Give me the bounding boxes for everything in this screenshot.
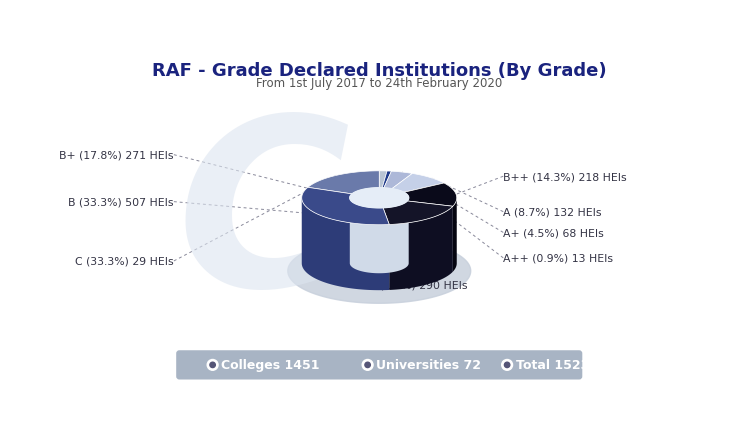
Text: Universities 72: Universities 72 [376, 359, 481, 372]
Circle shape [365, 362, 370, 368]
Text: A++ (0.9%) 13 HEIs: A++ (0.9%) 13 HEIs [503, 253, 613, 263]
Polygon shape [453, 198, 457, 272]
Polygon shape [288, 239, 471, 304]
Text: B++ (14.3%) 218 HEIs: B++ (14.3%) 218 HEIs [503, 172, 627, 182]
Polygon shape [302, 198, 389, 291]
Polygon shape [350, 198, 408, 273]
Text: C: C [176, 108, 349, 335]
Text: Colleges 1451: Colleges 1451 [221, 359, 320, 372]
Polygon shape [346, 259, 413, 284]
Circle shape [362, 359, 373, 370]
Text: RAF - Grade Declared Institutions (By Grade): RAF - Grade Declared Institutions (By Gr… [152, 61, 607, 80]
Polygon shape [302, 188, 389, 225]
Text: A (8.7%) 132 HEIs: A (8.7%) 132 HEIs [503, 207, 602, 217]
FancyBboxPatch shape [176, 350, 582, 380]
Text: B+ (17.8%) 271 HEIs: B+ (17.8%) 271 HEIs [59, 150, 174, 160]
Text: From 1st July 2017 to 24th February 2020: From 1st July 2017 to 24th February 2020 [256, 77, 502, 90]
Circle shape [207, 359, 218, 370]
Circle shape [210, 362, 215, 368]
Text: D (1.6%) 290 HEIs: D (1.6%) 290 HEIs [368, 280, 467, 289]
Polygon shape [384, 172, 412, 189]
Text: A+ (4.5%) 68 HEIs: A+ (4.5%) 68 HEIs [503, 228, 604, 238]
Circle shape [505, 362, 510, 368]
Polygon shape [391, 174, 444, 193]
Circle shape [502, 359, 513, 370]
Polygon shape [389, 207, 453, 290]
Text: Total 1523: Total 1523 [516, 359, 589, 372]
Polygon shape [383, 202, 453, 225]
Polygon shape [383, 172, 391, 188]
Polygon shape [350, 188, 408, 208]
Text: C (33.3%) 29 HEIs: C (33.3%) 29 HEIs [75, 256, 174, 266]
Polygon shape [404, 184, 457, 207]
Polygon shape [308, 172, 380, 194]
Text: B (33.3%) 507 HEIs: B (33.3%) 507 HEIs [68, 197, 174, 207]
Polygon shape [380, 172, 387, 188]
